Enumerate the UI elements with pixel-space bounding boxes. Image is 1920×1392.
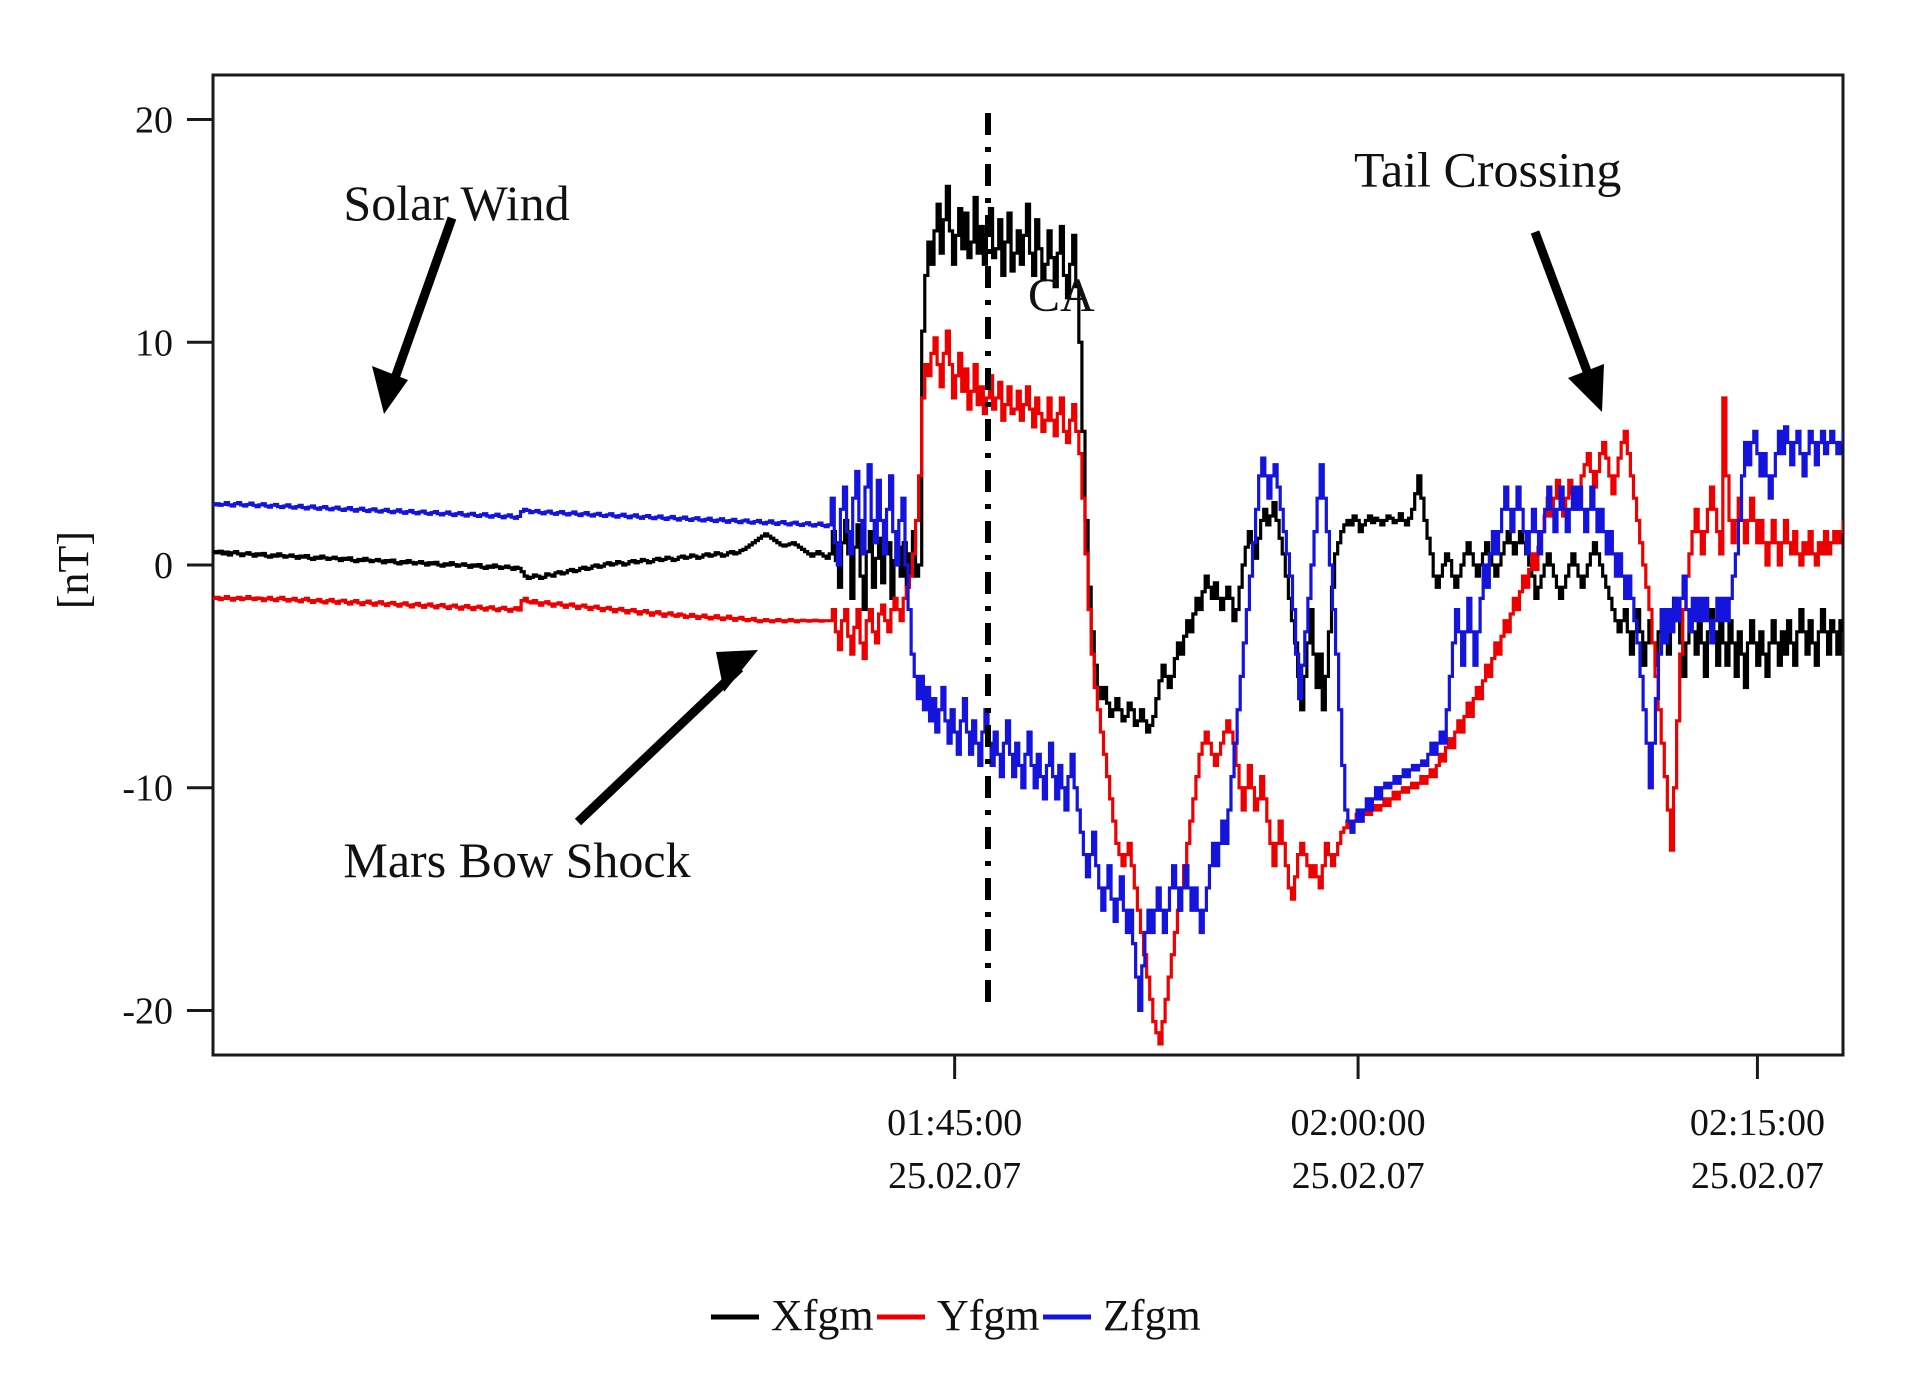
y-tick-label: -20 [122,990,173,1032]
x-tick-label-date: 25.02.07 [888,1155,1021,1197]
tail-crossing-arrow [1530,230,1604,412]
x-tick-label-date: 25.02.07 [1292,1155,1425,1197]
legend-label: Zfgm [1103,1291,1201,1340]
legend: Xfgm Yfgm Zfgm [711,1291,1201,1340]
legend-item-zfgm: Zfgm [1043,1291,1201,1340]
annotation-solar-wind: Solar Wind [343,175,569,231]
data-series-group [213,184,1843,1046]
legend-label: Yfgm [937,1291,1040,1340]
x-tick-label-time: 02:15:00 [1690,1102,1825,1144]
arrow-group [372,216,1604,826]
x-tick-label-date: 25.02.07 [1691,1155,1824,1197]
series-xfgm [213,184,1843,734]
mars-bow-shock-arrow [574,650,758,826]
y-tick-label: -10 [122,768,173,810]
y-tick-label: 0 [154,545,173,587]
x-tick-label-time: 01:45:00 [887,1102,1022,1144]
x-axis: 01:45:00 25.02.07 02:00:00 25.02.07 02:15:00… [887,1055,1825,1197]
legend-label: Xfgm [771,1291,874,1340]
annotation-tail-crossing: Tail Crossing [1354,141,1621,197]
annotation-ca: CA [1028,269,1095,322]
legend-item-yfgm: Yfgm [877,1291,1040,1340]
legend-item-xfgm: Xfgm [711,1291,874,1340]
annotation-mars-bow-shock: Mars Bow Shock [343,832,690,888]
y-axis-title: [nT] [49,531,98,609]
annotation-group: Solar Wind Mars Bow Shock CA Tail Crossing [343,141,1621,887]
y-tick-label: 10 [135,322,173,364]
solar-wind-arrow [372,216,457,414]
series-yfgm [213,329,1843,1046]
series-zfgm [213,425,1843,1013]
y-axis: 20 10 0 -10 -20 [122,100,213,1032]
x-tick-label-time: 02:00:00 [1291,1102,1426,1144]
y-tick-label: 20 [135,100,173,142]
